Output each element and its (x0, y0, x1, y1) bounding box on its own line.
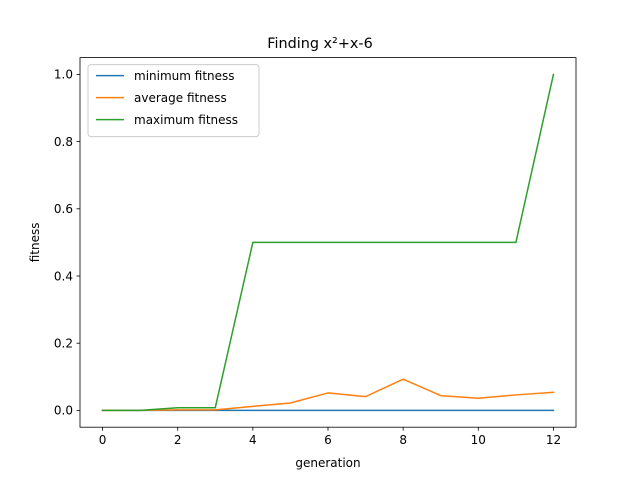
x-tick-label: 12 (546, 433, 561, 447)
y-tick-label: 0.2 (54, 337, 73, 351)
y-axis: 0.0 0.2 0.4 0.6 0.8 1.0 (54, 68, 80, 418)
x-tick-label: 2 (174, 433, 182, 447)
y-tick-label: 1.0 (54, 68, 73, 82)
x-tick-label: 10 (471, 433, 486, 447)
y-tick-label: 0.8 (54, 135, 73, 149)
legend: minimum fitness average fitness maximum fi… (87, 64, 260, 138)
y-tick-label: 0.0 (54, 404, 73, 418)
x-tick-label: 4 (249, 433, 257, 447)
y-tick-label: 0.6 (54, 202, 73, 216)
legend-label-1: average fitness (134, 91, 227, 105)
y-tick-label: 0.4 (54, 269, 73, 283)
series-line-2 (101, 73, 555, 412)
legend-label-0: minimum fitness (134, 69, 235, 83)
chart-title: Finding x²+x-6 (267, 36, 373, 52)
series-line-1 (101, 378, 555, 412)
x-tick-label: 6 (324, 433, 332, 447)
y-axis-title: fitness (28, 223, 42, 263)
x-axis: 0 2 4 6 8 10 12 (99, 427, 561, 447)
x-axis-title: generation (295, 456, 360, 470)
legend-box (87, 64, 260, 138)
plot-lines (101, 73, 555, 412)
x-tick-label: 8 (399, 433, 407, 447)
x-tick-label: 0 (99, 433, 107, 447)
legend-label-2: maximum fitness (134, 113, 238, 127)
